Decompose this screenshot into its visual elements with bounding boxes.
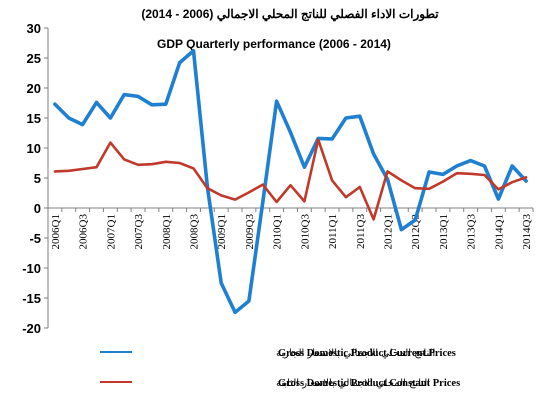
y-tick-label: -10 [22,261,41,276]
y-tick-label: 0 [34,201,41,216]
y-tick-label: 15 [27,111,41,126]
legend-label-arabic: الناتج المحلي الاجمالي بالاسعار الثابتة [276,378,430,389]
series-line-constant-prices [53,138,528,221]
x-tick-label: 2009Q1 [216,214,228,249]
x-tick-label: 2011Q3 [355,214,367,250]
x-tick-label: 2009Q3 [244,214,256,250]
legend-label: Gross Domestic Product Constant Prices [278,378,460,389]
y-tick-label: 5 [34,171,41,186]
x-tick-label: 2013Q3 [466,214,478,250]
y-tick-label: -20 [22,321,41,336]
x-tick-label: 2006Q1 [50,214,62,249]
x-tick-label: 2011Q1 [327,214,339,249]
x-tick-label: 2006Q3 [78,214,90,250]
x-tick-label: 2010Q3 [299,214,311,250]
y-tick-label: -15 [22,291,41,306]
plot-area: 30 25 20 15 10 5 0 -5 -10 -15 -20 2006Q1 2006Q3 2007Q… [22,21,534,336]
x-tick-label: 2013Q1 [438,214,450,249]
x-tick-label: 2014Q3 [521,214,533,250]
x-tick-label: 2007Q1 [105,214,117,249]
x-tick-label: 2012Q1 [383,214,395,249]
x-tick-label: 2010Q1 [272,214,284,249]
x-tick-label: 2007Q3 [133,214,145,250]
series-line-current-prices [53,48,528,315]
x-tick-label: 2014Q1 [493,214,505,249]
legend-label: Gross Domestic Product Current Prices [278,348,456,359]
legend-label-arabic: الناتج المحلي الاجمالي بالاسعار الجارية [276,348,435,359]
y-tick-label: 20 [27,81,41,96]
legend: الناتج المحلي الاجمالي بالاسعار الجاريةG… [100,348,460,389]
x-tick-label: 2008Q3 [189,214,201,250]
y-tick-label: -5 [29,231,41,246]
y-tick-label: 10 [27,141,41,156]
chart-title: GDP Quarterly performance (2006 - 2014) [157,37,391,51]
x-tick-label: 2008Q1 [161,214,173,249]
y-tick-label: 30 [27,21,41,36]
chart-title-arabic: تطورات الاداء الفصلي للناتج المحلي الاجم… [141,7,439,22]
y-tick-label: 25 [27,51,41,66]
